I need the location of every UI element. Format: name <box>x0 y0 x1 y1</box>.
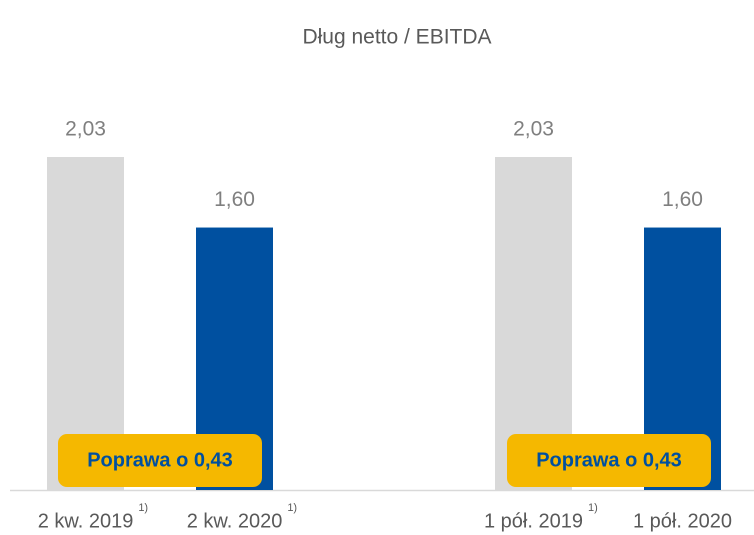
value-label: 1,60 <box>662 188 703 211</box>
annotation-box <box>58 434 262 487</box>
chart-title: Dług netto / EBITDA <box>302 26 491 49</box>
value-label: 1,60 <box>214 188 255 211</box>
value-label: 2,03 <box>513 118 554 141</box>
footnote-mark: 1) <box>588 502 598 514</box>
x-tick-label: 2 kw. 2019 <box>38 510 134 532</box>
x-tick-label: 2 kw. 2020 <box>187 510 283 532</box>
annotation: Poprawa o 0,43 <box>536 449 682 471</box>
footnote-mark: 1) <box>138 502 148 514</box>
value-label: 2,03 <box>65 118 106 141</box>
x-tick-label: 1 pół. 2019 <box>484 510 583 532</box>
annotation: Poprawa o 0,43 <box>87 449 233 471</box>
annotation-box <box>507 434 711 487</box>
footnote-mark: 1) <box>287 502 297 514</box>
x-tick-label: 1 pół. 2020 <box>633 510 732 532</box>
